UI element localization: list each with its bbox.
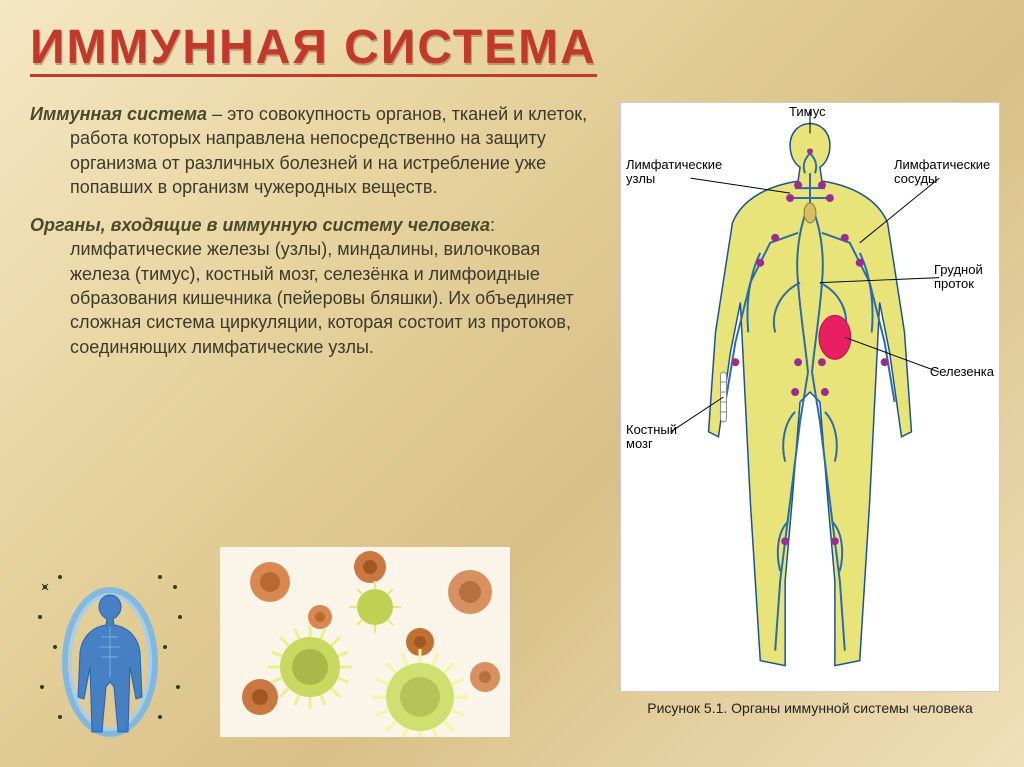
label-lymph-vessels: Лимфатические сосуды [894,158,994,187]
para2-body: : лимфатические железы (узлы), миндалины… [70,215,574,356]
anatomy-diagram: Тимус Лимфатические узлы Лимфатические с… [620,102,1000,692]
label-thoracic-duct: Грудной проток [934,263,994,292]
virus-cells-icon [220,547,510,737]
paragraph-2: Органы, входящие в иммунную систему чело… [30,213,600,359]
term-2: Органы, входящие в иммунную систему чело… [30,215,490,235]
slide-title: ИММУННАЯ СИСТЕМА [30,20,994,77]
bottom-image-row [30,547,510,737]
virus-cells-image [220,547,510,737]
label-thymus: Тимус [789,105,826,119]
label-bone-marrow: Костный мозг [626,423,696,452]
glowing-human-icon [30,567,190,737]
diagram-column: Тимус Лимфатические узлы Лимфатические с… [620,102,1000,747]
body-silhouette-svg [621,103,999,691]
diagram-caption: Рисунок 5.1. Органы иммунной системы чел… [647,700,973,716]
term-1: Иммунная система [30,104,207,124]
label-lymph-nodes: Лимфатические узлы [626,158,721,187]
thymus-organ [804,203,816,223]
label-spleen: Селезенка [930,365,994,379]
paragraph-1: Иммунная система – это совокупность орга… [30,102,600,199]
immune-human-image [30,567,190,737]
